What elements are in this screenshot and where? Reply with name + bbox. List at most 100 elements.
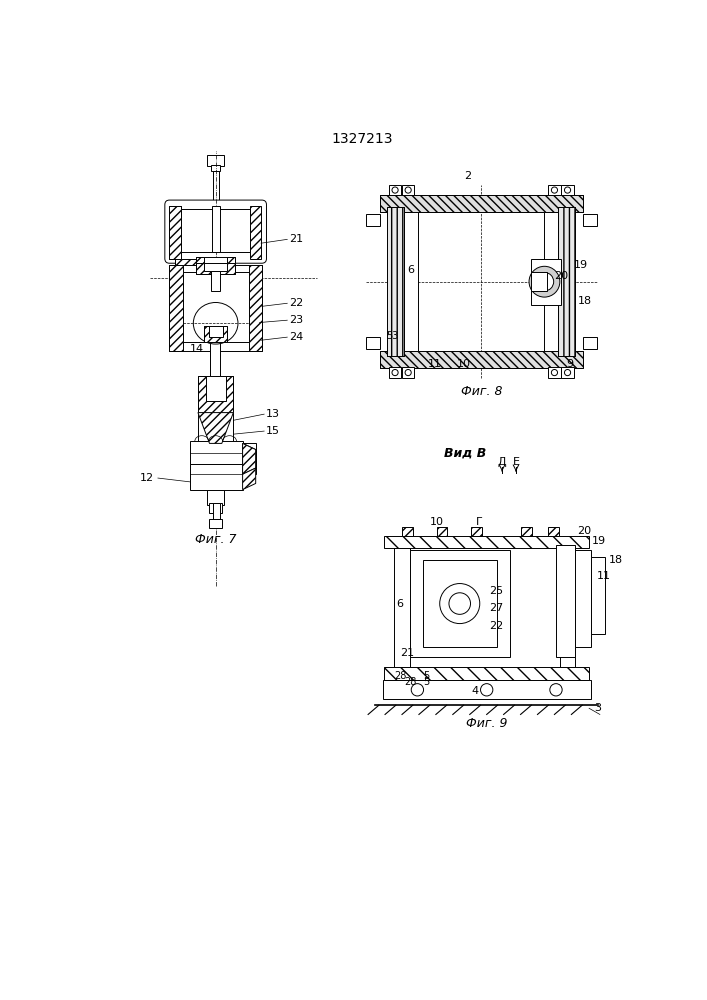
Text: 1327213: 1327213 [331, 132, 392, 146]
Text: 12: 12 [140, 473, 154, 483]
Circle shape [411, 684, 423, 696]
Circle shape [481, 684, 493, 696]
Bar [561, 185, 573, 195]
Polygon shape [198, 341, 233, 413]
Circle shape [449, 593, 471, 614]
Polygon shape [170, 265, 182, 351]
Polygon shape [198, 376, 233, 413]
Text: 6: 6 [397, 599, 404, 609]
Bar [561, 367, 573, 378]
Circle shape [405, 369, 411, 376]
Bar [190, 464, 243, 490]
Bar [583, 214, 597, 226]
Text: 18: 18 [578, 296, 592, 306]
Bar [209, 519, 222, 528]
Bar [182, 272, 249, 342]
Bar [212, 206, 219, 252]
Bar [243, 443, 257, 474]
Bar [590, 557, 604, 634]
Polygon shape [380, 351, 583, 368]
Text: 22: 22 [288, 298, 303, 308]
Bar [382, 680, 590, 699]
Bar [549, 185, 561, 195]
Bar [560, 548, 575, 667]
Text: 21: 21 [399, 648, 414, 658]
Text: 10: 10 [457, 359, 471, 369]
Polygon shape [559, 207, 575, 356]
Circle shape [551, 369, 558, 376]
Bar [385, 667, 589, 680]
Text: 21: 21 [288, 234, 303, 244]
Bar [207, 155, 224, 166]
Text: Фиг. 9: Фиг. 9 [466, 717, 508, 730]
Circle shape [550, 684, 562, 696]
Bar [423, 560, 497, 647]
Text: 24: 24 [288, 332, 303, 342]
Ellipse shape [193, 302, 238, 344]
Text: 20: 20 [554, 271, 568, 281]
Polygon shape [170, 206, 181, 259]
Bar [583, 337, 597, 349]
Bar [395, 548, 409, 667]
Bar [207, 490, 224, 505]
Bar [409, 550, 510, 657]
Bar [389, 367, 402, 378]
Text: 23: 23 [288, 315, 303, 325]
Text: Фиг. 7: Фиг. 7 [195, 533, 236, 546]
Bar [366, 337, 380, 349]
Polygon shape [243, 468, 256, 490]
Polygon shape [170, 206, 204, 336]
Circle shape [529, 266, 560, 297]
Polygon shape [197, 263, 235, 274]
Circle shape [564, 369, 571, 376]
Bar [402, 367, 414, 378]
FancyBboxPatch shape [165, 200, 267, 263]
Text: 11: 11 [428, 359, 441, 369]
Bar [532, 272, 547, 291]
Bar [208, 202, 223, 206]
Text: Д: Д [498, 457, 506, 467]
Text: 11: 11 [597, 571, 611, 581]
Text: 19: 19 [592, 536, 607, 546]
Polygon shape [521, 527, 532, 536]
Polygon shape [437, 527, 448, 536]
Text: 5: 5 [423, 677, 429, 687]
Bar [210, 341, 221, 376]
Polygon shape [402, 527, 413, 536]
Text: 3: 3 [595, 703, 602, 713]
Polygon shape [197, 257, 235, 266]
Text: 10: 10 [430, 517, 444, 527]
Bar [197, 257, 235, 266]
Bar [204, 326, 227, 342]
Polygon shape [198, 413, 233, 443]
Text: 20: 20 [577, 526, 591, 536]
Bar [559, 207, 575, 356]
Bar [366, 214, 380, 226]
Circle shape [564, 187, 571, 193]
Bar [385, 536, 589, 548]
Text: Г: Г [476, 517, 482, 527]
Text: 53: 53 [386, 331, 398, 341]
Bar [211, 271, 221, 291]
Bar [380, 351, 583, 368]
Bar [197, 263, 235, 274]
Text: 19: 19 [573, 260, 588, 270]
Text: 5: 5 [423, 671, 429, 681]
Circle shape [551, 187, 558, 193]
Bar [380, 195, 583, 212]
Bar [213, 503, 219, 520]
Circle shape [392, 369, 398, 376]
Text: 15: 15 [266, 426, 280, 436]
Bar [549, 367, 561, 378]
Text: 27: 27 [489, 603, 503, 613]
Bar [402, 185, 414, 195]
Text: 13: 13 [266, 409, 280, 419]
Bar [190, 441, 243, 464]
Text: Фиг. 8: Фиг. 8 [460, 385, 502, 398]
Circle shape [440, 584, 480, 624]
Polygon shape [170, 206, 198, 351]
Text: 9: 9 [566, 359, 573, 369]
Text: 4: 4 [472, 686, 479, 696]
Polygon shape [198, 413, 233, 443]
Polygon shape [243, 443, 256, 474]
